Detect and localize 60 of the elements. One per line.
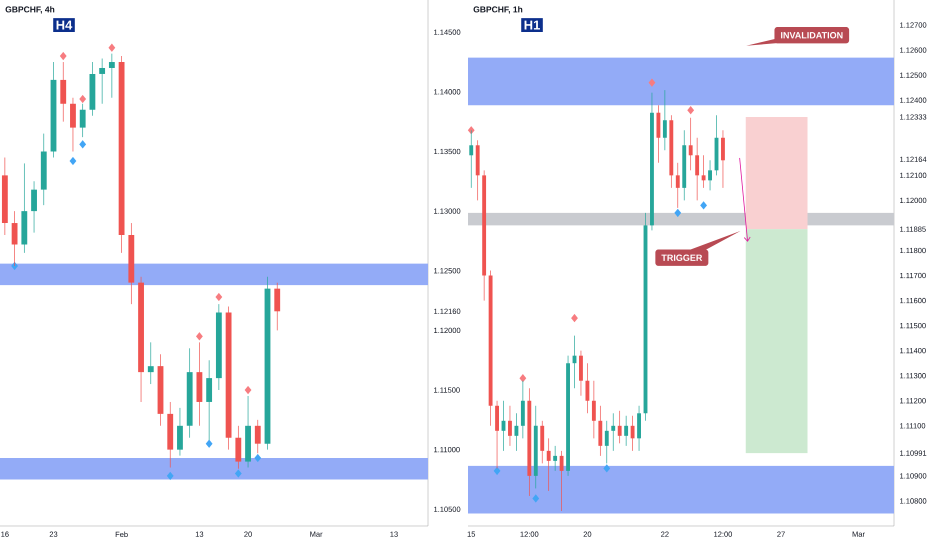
point [571,314,578,322]
candlestick [70,97,76,152]
candlestick [108,53,115,98]
candlestick [662,90,667,151]
point [700,201,708,210]
candlestick [624,415,628,446]
candlestick [148,342,154,384]
candlestick [546,438,551,492]
candlestick [31,180,37,233]
point [70,156,76,166]
point [206,440,213,448]
candlestick [514,412,518,452]
candlestick [560,450,564,512]
point [79,140,86,148]
candlestick [177,408,183,456]
annotation: H1 [524,20,540,30]
annotation: H4 [56,20,72,30]
candlestick [676,162,680,208]
point [603,464,610,473]
candlestick [572,335,576,389]
candlestick [585,362,590,414]
point [215,292,222,302]
candlestick [688,117,693,171]
candlestick [604,420,609,464]
point [244,386,252,394]
candlestick [695,137,700,201]
point [234,469,242,478]
point [60,52,67,60]
point [254,454,262,462]
candlestick [274,282,280,331]
point [674,208,682,218]
point [532,494,540,503]
point [648,78,656,87]
point [687,106,694,114]
candlestick [99,58,106,104]
candlestick [60,62,66,122]
candlestick [618,410,622,444]
candlestick [80,103,86,138]
candlestick [592,380,596,439]
candlestick [708,160,712,191]
point [196,332,203,341]
point [166,472,174,480]
point [494,466,500,476]
candlestick [508,405,512,446]
point [108,44,116,52]
point [519,374,526,382]
point [79,94,86,104]
text: GBPCHF, 4h [6,6,54,14]
candlestick [553,446,558,472]
annotation: INVALIDATION [781,32,843,38]
candlestick [502,400,506,452]
candlestick [254,419,261,454]
candlestick [630,415,635,452]
candlestick [611,412,616,452]
annotation: TRIGGER [661,254,702,261]
candlestick [702,154,706,188]
text: GBPCHF, 1h [474,6,522,14]
point [468,126,475,134]
candlestick [721,130,725,188]
candlestick [235,425,242,470]
